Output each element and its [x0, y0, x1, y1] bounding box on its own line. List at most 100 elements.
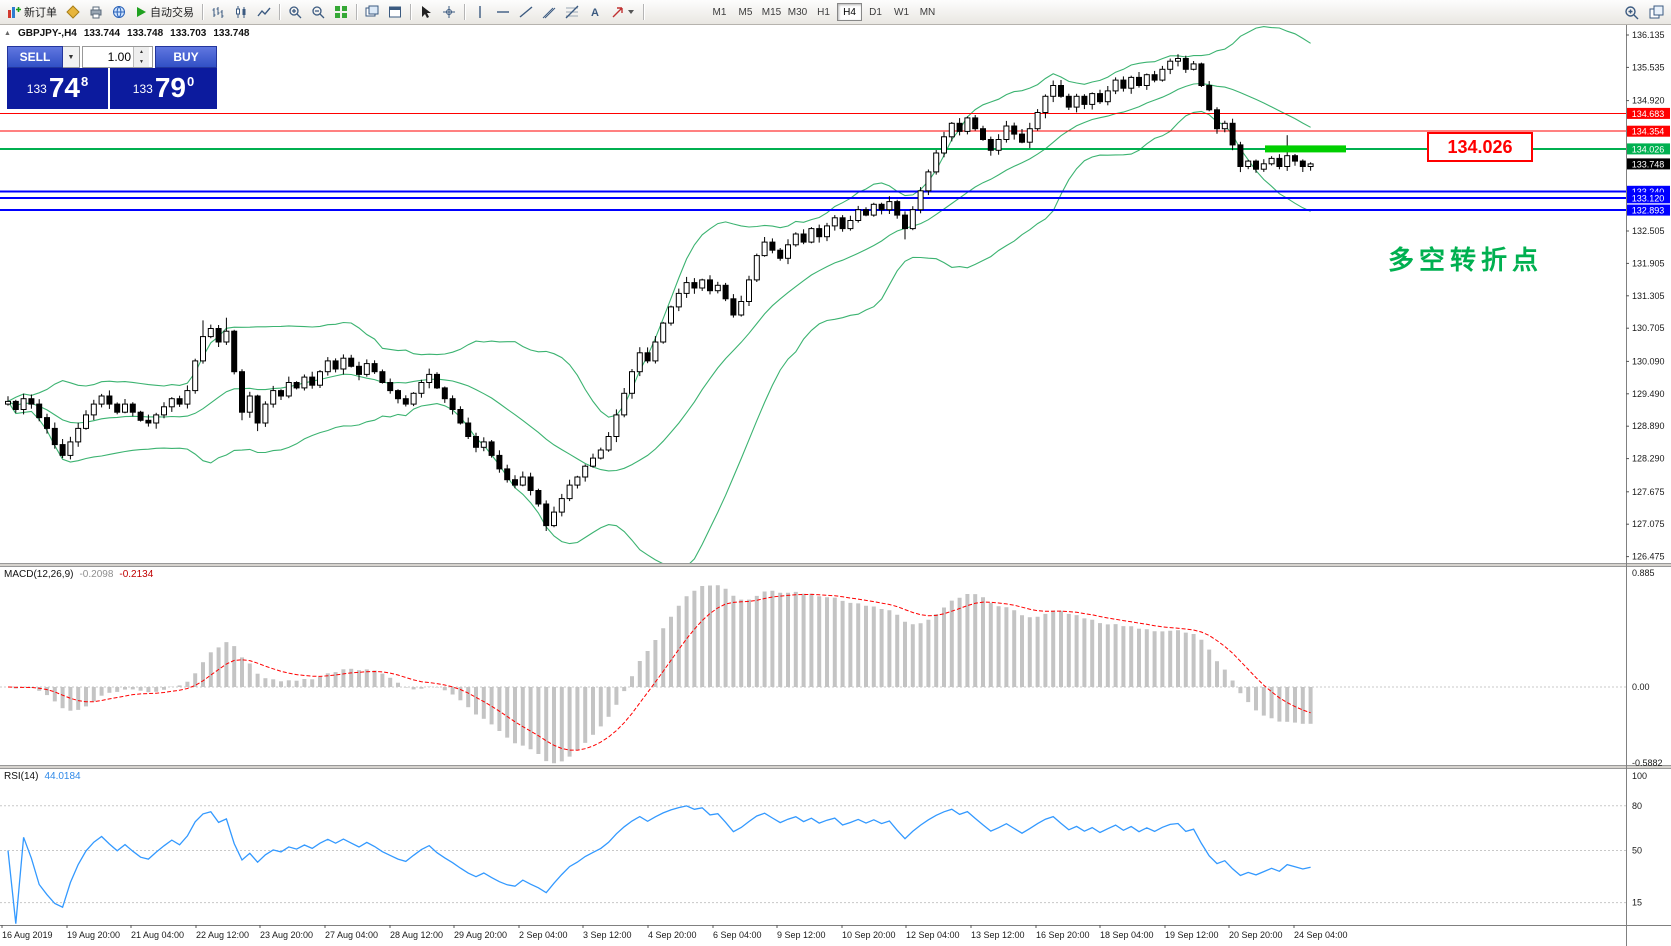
horizontal-level-lines[interactable] — [0, 112, 1626, 212]
sell-price[interactable]: 133 74 8 — [7, 68, 108, 109]
svg-text:21 Aug 04:00: 21 Aug 04:00 — [131, 930, 184, 940]
main-toolbar: 新订单 自动交易 — [0, 0, 1671, 25]
candle-chart-button[interactable] — [230, 2, 252, 23]
svg-text:-0.5882: -0.5882 — [1632, 758, 1663, 768]
new-window-button[interactable] — [384, 2, 406, 23]
timeframe-m5-button[interactable]: M5 — [733, 3, 758, 21]
vertical-line-button[interactable] — [469, 2, 491, 23]
chart-windows-button[interactable] — [1645, 2, 1668, 23]
svg-text:3 Sep 12:00: 3 Sep 12:00 — [583, 930, 632, 940]
timeframe-w1-button[interactable]: W1 — [889, 3, 914, 21]
timeframe-d1-button[interactable]: D1 — [863, 3, 888, 21]
svg-text:134.920: 134.920 — [1632, 96, 1665, 106]
ohlc-low: 133.703 — [170, 28, 207, 39]
bollinger-middle-band — [7, 82, 1311, 472]
buy-button[interactable]: BUY — [155, 46, 217, 68]
time-axis[interactable]: 16 Aug 2019 19 Aug 20:00 21 Aug 04:00 22 Au… — [1, 925, 1348, 940]
pane-splitter-rsi[interactable] — [0, 765, 1671, 769]
tile-windows-button[interactable] — [330, 2, 352, 23]
channel-icon — [542, 7, 556, 19]
volume-field: ▲ ▼ — [82, 46, 153, 68]
printer-icon — [90, 6, 102, 19]
toolbar-separator — [356, 4, 357, 20]
svg-text:0.00: 0.00 — [1632, 682, 1650, 692]
chart-canvas[interactable]: 134.026 多空转折点 136.135 135.535 134.920 132.50… — [0, 25, 1671, 946]
rsi-value: 44.0184 — [44, 771, 81, 782]
line-chart-button[interactable] — [253, 2, 275, 23]
fibonacci-button[interactable] — [561, 2, 583, 23]
new-order-icon — [8, 7, 21, 18]
print-button[interactable] — [85, 2, 107, 23]
autotrading-button[interactable]: 自动交易 — [131, 2, 198, 23]
timeframe-m1-button[interactable]: M1 — [707, 3, 732, 21]
vertical-line-icon — [479, 6, 481, 18]
zoom-out-button[interactable] — [307, 2, 329, 23]
chevron-down-icon — [628, 10, 634, 14]
svg-text:127.675: 127.675 — [1632, 487, 1665, 497]
macd-name: MACD(12,26,9) — [4, 569, 74, 580]
horizontal-line-button[interactable] — [492, 2, 514, 23]
channel-button[interactable] — [538, 2, 560, 23]
svg-text:22 Aug 12:00: 22 Aug 12:00 — [196, 930, 249, 940]
buy-price-pip: 0 — [186, 74, 195, 89]
text-button[interactable]: A — [584, 2, 606, 23]
play-icon — [137, 7, 146, 17]
fibonacci-icon — [565, 5, 579, 19]
timeframe-mn-button[interactable]: MN — [915, 3, 940, 21]
timeframe-h1-button[interactable]: H1 — [811, 3, 836, 21]
cursor-button[interactable] — [415, 2, 437, 23]
profiles-button[interactable] — [62, 2, 84, 23]
web-button[interactable] — [108, 2, 130, 23]
crosshair-button[interactable] — [438, 2, 460, 23]
svg-text:2 Sep 04:00: 2 Sep 04:00 — [519, 930, 568, 940]
buy-price[interactable]: 133 79 0 — [110, 68, 217, 109]
turning-point-annotation[interactable]: 多空转折点 — [1388, 245, 1543, 275]
volume-down-button[interactable]: ▼ — [134, 57, 149, 67]
svg-text:127.075: 127.075 — [1632, 519, 1665, 529]
toolbar-right-group — [1620, 2, 1668, 23]
timeframe-h4-button[interactable]: H4 — [837, 3, 862, 21]
svg-text:80: 80 — [1632, 801, 1642, 811]
svg-text:134.026: 134.026 — [1447, 137, 1512, 157]
cursor-icon — [422, 6, 431, 18]
svg-text:20 Sep 20:00: 20 Sep 20:00 — [1229, 930, 1283, 940]
text-icon: A — [591, 7, 599, 19]
timeframe-m15-button[interactable]: M15 — [759, 3, 784, 21]
svg-text:13 Sep 12:00: 13 Sep 12:00 — [971, 930, 1025, 940]
highlight-line-segment[interactable] — [1265, 145, 1346, 153]
price-annotation-box[interactable]: 134.026 — [1427, 132, 1533, 162]
horizontal-line-icon — [497, 11, 509, 13]
arrows-button[interactable] — [607, 2, 639, 23]
new-order-button[interactable]: 新订单 — [3, 2, 61, 23]
svg-text:19 Sep 12:00: 19 Sep 12:00 — [1165, 930, 1219, 940]
macd-value-main: -0.2098 — [79, 569, 114, 580]
volume-input[interactable] — [83, 47, 133, 67]
volume-up-button[interactable]: ▲ — [134, 47, 149, 57]
svg-text:50: 50 — [1632, 846, 1642, 856]
quote-panel-expander[interactable]: ▲ — [4, 30, 11, 37]
zoom-out-icon — [312, 6, 325, 19]
toolbar-separator — [279, 4, 280, 20]
zoom-in-button[interactable] — [284, 2, 306, 23]
cascade-windows-button[interactable] — [361, 2, 383, 23]
svg-text:136.135: 136.135 — [1632, 30, 1665, 40]
svg-text:134.683: 134.683 — [1632, 109, 1665, 119]
ohlc-high: 133.748 — [127, 28, 164, 39]
price-axis[interactable]: 136.135 135.535 134.920 132.505 131.905 131.3… — [1626, 30, 1670, 908]
bar-chart-button[interactable] — [207, 2, 229, 23]
new-order-label: 新订单 — [24, 7, 57, 19]
svg-text:12 Sep 04:00: 12 Sep 04:00 — [906, 930, 960, 940]
order-type-dropdown-button[interactable]: ▼ — [63, 46, 80, 68]
macd-signal-line — [7, 593, 1311, 751]
sell-button[interactable]: SELL — [7, 46, 63, 68]
svg-text:16 Aug 2019: 16 Aug 2019 — [2, 930, 53, 940]
timeframe-m30-button[interactable]: M30 — [785, 3, 810, 21]
toolbar-separator — [643, 4, 644, 20]
ohlc-open: 133.744 — [83, 28, 121, 39]
svg-text:130.705: 130.705 — [1632, 323, 1665, 333]
svg-text:134.026: 134.026 — [1632, 144, 1665, 154]
pane-splitter-macd[interactable] — [0, 563, 1671, 567]
symbol-header: ▲ GBPJPY-,H4 133.744 133.748 133.703 133… — [4, 28, 249, 39]
trendline-button[interactable] — [515, 2, 537, 23]
search-button[interactable] — [1620, 2, 1643, 23]
